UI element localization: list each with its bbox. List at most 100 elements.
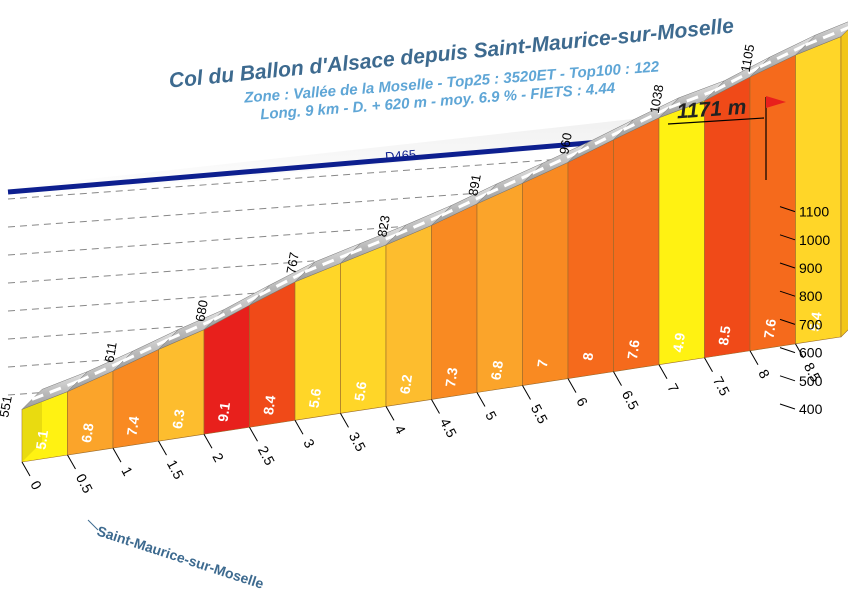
y-tick-label: 1000 [799, 232, 830, 248]
x-tick-label: 5.5 [528, 401, 551, 426]
gradient-labels: 5.1 6.8 7.4 6.3 9.1 8.4 5.6 5.6 6.2 7.3 6.8 7 8 7.6 4.… [33, 311, 825, 451]
x-tick [522, 385, 531, 400]
y-tick-label: 700 [799, 316, 823, 332]
altitude-label: 680 [192, 299, 211, 323]
summit-flag-icon [766, 96, 786, 108]
x-tick [203, 433, 213, 449]
gradient-segment [522, 161, 569, 386]
x-tick-label: 0 [27, 478, 45, 493]
gradient-label: 5.4 [806, 311, 825, 333]
start-leader [87, 519, 99, 531]
gradient-segment [658, 100, 705, 366]
road-dash [213, 293, 261, 321]
x-tick-label: 6.5 [619, 388, 642, 413]
gradient-label: 8.4 [260, 394, 279, 416]
gradient-label: 5.6 [306, 387, 325, 409]
road-dash [349, 233, 397, 255]
road-dash [258, 270, 306, 297]
y-axis: 400 500 600 700 800 900 1000 1100 [779, 204, 830, 417]
gradient-label: 7.6 [761, 318, 780, 340]
altitude-label: 823 [374, 214, 393, 238]
x-tick-label: 0.5 [73, 471, 96, 496]
y-tick-label: 800 [799, 288, 823, 304]
gradient-label: 7.3 [442, 366, 461, 388]
x-tick [158, 440, 167, 456]
x-tick [249, 427, 258, 442]
gradient-segment [613, 117, 660, 372]
x-tick-label: 7 [664, 381, 682, 396]
y-tick-label: 400 [799, 401, 823, 417]
road-dash [76, 359, 124, 383]
altitude-label: 611 [101, 341, 119, 364]
x-tick [476, 392, 486, 407]
start-location-label: Saint-Maurice-sur-Moselle [95, 523, 266, 592]
road-dash [395, 214, 443, 237]
x-tick [294, 420, 304, 435]
x-tick [385, 406, 395, 421]
x-tick [340, 413, 349, 428]
x-tick [67, 454, 76, 470]
road-dash [167, 318, 215, 341]
gradient-label: 7.4 [124, 415, 143, 437]
summit-underline [667, 117, 765, 125]
y-tick-label: 600 [799, 345, 823, 361]
x-tick-label: 1.5 [164, 457, 187, 482]
x-tick [431, 399, 440, 414]
altitude-label: 1105 [738, 43, 758, 73]
summit-altitude: 1171 m [676, 96, 747, 124]
road-dash [759, 43, 807, 69]
gradient-segment [567, 139, 614, 379]
x-tick-label: 4.5 [437, 415, 460, 440]
x-tick-label: 3 [300, 436, 318, 451]
gradient-label: 6.2 [397, 373, 416, 395]
gradient-label: 7.6 [624, 339, 643, 361]
x-tick [658, 364, 668, 379]
roof-strip [795, 21, 848, 56]
x-tick [795, 343, 804, 359]
x-tick [704, 357, 713, 372]
y-tick-label: 1100 [799, 204, 829, 220]
gradient-label: 8 [579, 351, 596, 361]
road-dash [668, 89, 716, 110]
road-dash [804, 26, 848, 47]
y-tick [779, 403, 796, 410]
y-tick-label: 900 [799, 260, 823, 276]
altitude-label: 551 [0, 395, 15, 419]
gradient-label: 6.8 [78, 422, 97, 444]
gradient-label: 6.8 [488, 359, 507, 381]
road-dash [622, 106, 670, 132]
x-tick [112, 447, 122, 463]
altitude-label: 960 [556, 132, 575, 156]
road-label: D465 [385, 147, 417, 165]
road-dash [531, 150, 579, 175]
x-tick [21, 461, 31, 477]
x-tick-label: 8 [755, 367, 773, 382]
x-tick-label: 2 [209, 450, 227, 465]
y-tick [779, 206, 796, 213]
y-tick [779, 262, 796, 269]
profile-end-face [840, 29, 848, 338]
altitude-label: 1038 [647, 83, 667, 114]
gradient-label: 7 [534, 358, 551, 368]
x-tick-label: 4 [391, 422, 409, 437]
road-dash [713, 65, 761, 92]
x-tick-label: 1 [118, 464, 136, 479]
gradient-label: 4.9 [670, 332, 689, 354]
gradient-label: 9.1 [215, 401, 234, 423]
road-dash [122, 338, 170, 363]
y-tick [779, 318, 796, 325]
road-dash [577, 128, 625, 154]
y-tick-label: 500 [799, 373, 823, 389]
x-tick-label: 3.5 [346, 429, 369, 454]
y-tick [779, 375, 796, 382]
x-tick [613, 371, 622, 386]
gradient-label: 8.5 [715, 325, 734, 347]
x-tick-label: 6 [573, 394, 591, 409]
altitude-label: 767 [283, 251, 302, 275]
gradient-label: 5.1 [33, 429, 52, 451]
road-dash [304, 251, 352, 274]
road-dash [31, 380, 79, 401]
x-tick-label: 2.5 [255, 443, 278, 468]
